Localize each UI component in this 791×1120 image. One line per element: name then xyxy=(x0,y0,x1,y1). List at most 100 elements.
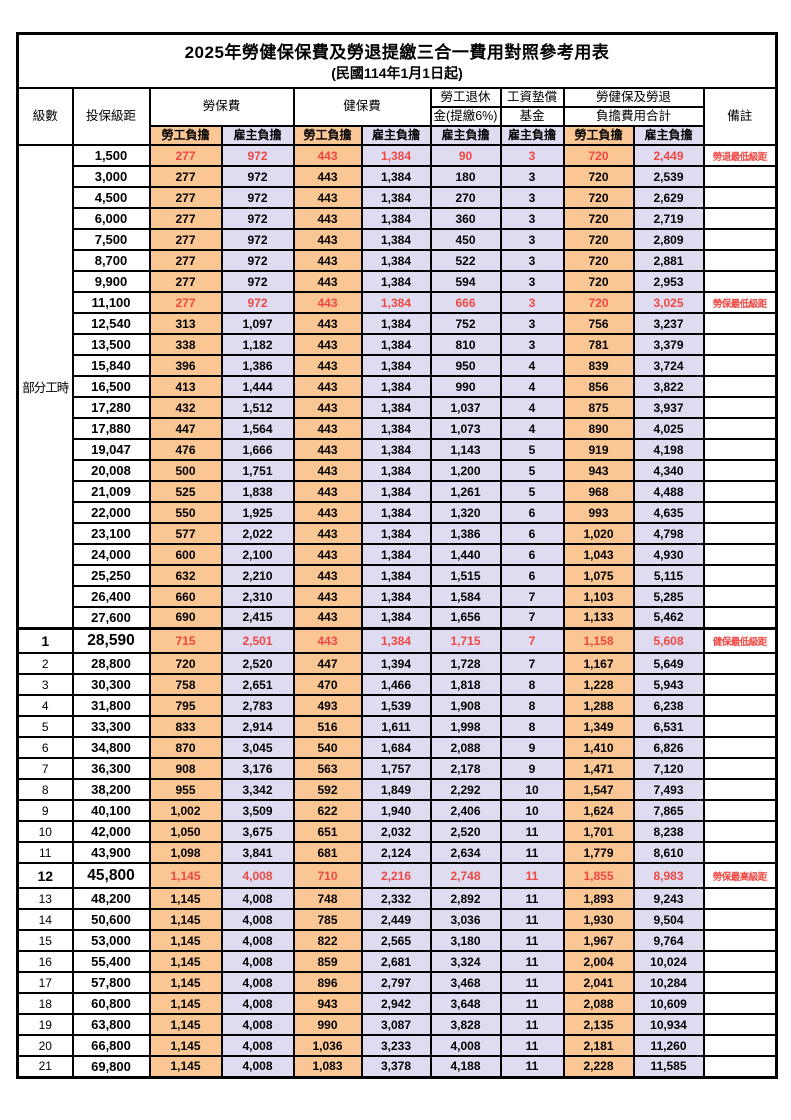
cell-labor-employer: 4,008 xyxy=(220,929,295,952)
table-row: 13,500 338 1,182 443 1,384 810 3 781 3,379 xyxy=(18,333,778,356)
cell-bracket: 42,000 xyxy=(71,820,151,843)
cell-labor-employer: 972 xyxy=(220,249,295,272)
cell-total-employer: 9,764 xyxy=(632,929,705,952)
cell-total-employee: 1,228 xyxy=(562,673,635,696)
cell-health-employee: 443 xyxy=(292,144,363,167)
cell-bracket: 34,800 xyxy=(71,736,151,759)
cell-labor-employee: 277 xyxy=(148,291,223,314)
cell-bracket: 17,880 xyxy=(71,417,151,440)
cell-bracket: 23,100 xyxy=(71,522,151,545)
cell-health-employer: 1,384 xyxy=(360,144,432,167)
cell-level: 18 xyxy=(16,992,74,1015)
table-row: 24,000 600 2,100 443 1,384 1,440 6 1,043 4,930 xyxy=(18,543,778,566)
table-row: 5 33,300 833 2,914 516 1,611 1,998 8 1,349 6,531 xyxy=(16,715,778,738)
cell-pension-employer: 1,143 xyxy=(429,438,502,461)
cell-health-employee: 443 xyxy=(292,438,363,461)
cell-labor-employee: 955 xyxy=(148,778,223,801)
cell-health-employer: 1,940 xyxy=(360,799,432,822)
cell-labor-employee: 476 xyxy=(148,438,223,461)
title-cell: 2025年勞健保保費及勞退提繳三合一費用對照參考用表 (民國114年1月1日起) xyxy=(16,32,778,89)
cell-remark xyxy=(702,438,778,461)
cell-pension-employer: 4,188 xyxy=(429,1055,502,1078)
cell-labor-employer: 2,415 xyxy=(220,606,295,629)
cell-remark xyxy=(702,396,778,419)
cell-labor-employee: 277 xyxy=(148,165,223,188)
cell-pension-employer: 3,036 xyxy=(429,908,502,931)
cell-total-employee: 1,349 xyxy=(562,715,635,738)
table-row: 6,000 277 972 443 1,384 360 3 720 2,719 xyxy=(18,207,778,230)
cell-bracket: 28,800 xyxy=(71,652,151,675)
cell-total-employee: 890 xyxy=(562,417,635,440)
cell-total-employer: 8,610 xyxy=(632,841,705,864)
cell-health-employee: 443 xyxy=(292,228,363,251)
cell-labor-employer: 972 xyxy=(220,144,295,167)
cell-bracket: 38,200 xyxy=(71,778,151,801)
cell-health-employee: 443 xyxy=(292,459,363,482)
cell-remark xyxy=(702,564,778,587)
cell-total-employer: 7,120 xyxy=(632,757,705,780)
cell-remark xyxy=(702,522,778,545)
cell-fund-employer: 7 xyxy=(499,585,565,608)
cell-total-employer: 5,462 xyxy=(632,606,705,629)
cell-labor-employer: 2,914 xyxy=(220,715,295,738)
cell-bracket: 26,400 xyxy=(71,585,151,608)
cell-pension-employer: 1,728 xyxy=(429,652,502,675)
header-row-1: 級數 投保級距 勞保費 健保費 勞工退休 工資墊償 勞健保及勞退 備註 xyxy=(16,87,778,146)
cell-bracket: 66,800 xyxy=(71,1034,151,1057)
cell-total-employer: 4,198 xyxy=(632,438,705,461)
cell-total-employer: 10,609 xyxy=(632,992,705,1015)
cell-health-employee: 748 xyxy=(292,887,363,910)
cell-bracket: 6,000 xyxy=(71,207,151,230)
cell-bracket: 43,900 xyxy=(71,841,151,864)
cell-fund-employer: 3 xyxy=(499,270,565,293)
cell-labor-employer: 1,182 xyxy=(220,333,295,356)
cell-health-employer: 1,384 xyxy=(360,626,432,654)
cell-pension-employer: 4,008 xyxy=(429,1034,502,1057)
cell-labor-employee: 413 xyxy=(148,375,223,398)
cell-labor-employer: 3,045 xyxy=(220,736,295,759)
cell-health-employee: 443 xyxy=(292,564,363,587)
cell-pension-employer: 2,292 xyxy=(429,778,502,801)
cell-bracket: 22,000 xyxy=(71,501,151,524)
cell-pension-employer: 1,908 xyxy=(429,694,502,717)
cell-health-employer: 2,681 xyxy=(360,950,432,973)
cell-bracket: 63,800 xyxy=(71,1013,151,1036)
cell-health-employer: 1,384 xyxy=(360,186,432,209)
cell-remark: 健保最低級距 xyxy=(702,626,778,654)
table-row: 16 55,400 1,145 4,008 859 2,681 3,324 11 2,004 10… xyxy=(16,950,778,973)
cell-labor-employee: 277 xyxy=(148,186,223,209)
cell-bracket: 33,300 xyxy=(71,715,151,738)
cell-level: 17 xyxy=(16,971,74,994)
cell-health-employee: 540 xyxy=(292,736,363,759)
header-row-3: 勞工負擔 雇主負擔 勞工負擔 雇主負擔 雇主負擔 雇主負擔 勞工負擔 雇主負擔 xyxy=(18,125,777,146)
cell-total-employee: 1,930 xyxy=(562,908,635,931)
col-header-total-line2: 負擔費用合計 xyxy=(562,106,705,127)
cell-fund-employer: 3 xyxy=(499,207,565,230)
cell-fund-employer: 9 xyxy=(499,757,565,780)
cell-labor-employer: 4,008 xyxy=(220,971,295,994)
cell-pension-employer: 1,715 xyxy=(429,626,502,654)
cell-remark xyxy=(702,186,778,209)
cell-pension-employer: 1,440 xyxy=(429,543,502,566)
cell-level: 3 xyxy=(16,673,74,696)
col-header-pension-line1: 勞工退休 xyxy=(429,87,502,108)
cell-remark xyxy=(702,887,778,910)
cell-fund-employer: 11 xyxy=(499,929,565,952)
cell-remark xyxy=(702,908,778,931)
cell-bracket: 55,400 xyxy=(71,950,151,973)
cell-remark xyxy=(702,652,778,675)
cell-labor-employee: 277 xyxy=(148,207,223,230)
cell-total-employee: 720 xyxy=(562,144,635,167)
cell-fund-employer: 3 xyxy=(499,291,565,314)
cell-total-employee: 968 xyxy=(562,480,635,503)
header-row-2: 金(提繳6%) 基金 負擔費用合計 xyxy=(18,106,777,127)
cell-fund-employer: 7 xyxy=(499,652,565,675)
cell-total-employee: 2,135 xyxy=(562,1013,635,1036)
cell-total-employer: 11,260 xyxy=(632,1034,705,1057)
table-row: 4 31,800 795 2,783 493 1,539 1,908 8 1,288 6,238 xyxy=(16,694,778,717)
cell-level: 11 xyxy=(16,841,74,864)
cell-health-employee: 443 xyxy=(292,165,363,188)
cell-total-employee: 1,967 xyxy=(562,929,635,952)
table-row: 12 45,800 1,145 4,008 710 2,216 2,748 11 1,855 8,… xyxy=(16,862,778,889)
cell-fund-employer: 8 xyxy=(499,715,565,738)
